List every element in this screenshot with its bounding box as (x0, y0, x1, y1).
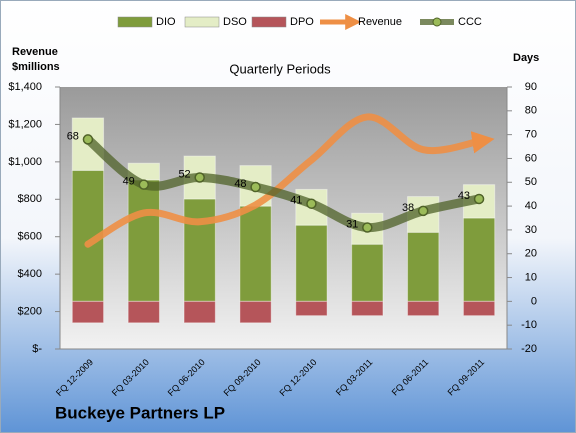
ccc-marker (194, 172, 205, 183)
ccc-marker (417, 205, 429, 217)
bar (239, 300, 272, 324)
y2-tick-label: 90 (525, 81, 537, 93)
y-tick-label: $600 (18, 231, 42, 243)
caption: Buckeye Partners LP (55, 403, 225, 422)
y2-tick-label: 40 (525, 200, 537, 212)
ccc-marker (138, 179, 150, 190)
bar (127, 179, 160, 302)
bar (462, 300, 496, 317)
bar (351, 243, 384, 302)
bar (462, 217, 496, 302)
ccc-marker (473, 193, 485, 205)
chart-title: Quarterly Periods (229, 61, 331, 76)
legend-label: CCC (458, 16, 482, 28)
y-tick-label: $1,200 (8, 118, 42, 130)
data-label: 38 (402, 202, 414, 214)
legend-swatch (251, 16, 287, 28)
revenue-line (84, 113, 495, 248)
bar (407, 300, 440, 317)
bar (407, 231, 440, 302)
y-tick-label: $400 (18, 268, 42, 280)
y2-tick-label: 0 (531, 295, 537, 307)
data-label: 52 (178, 168, 190, 180)
y2-tick-label: 80 (525, 105, 537, 117)
legend-label: Revenue (358, 16, 402, 28)
y-tick-label: $800 (18, 193, 42, 205)
data-label: 68 (67, 130, 79, 142)
legend-swatch (117, 16, 153, 28)
y2-tick-label: 20 (525, 248, 537, 260)
legend-label: DSO (223, 16, 247, 28)
y2-tick-label: 10 (525, 271, 537, 283)
y2-axis-title: Days (513, 52, 539, 64)
bar (71, 300, 105, 324)
ccc-marker (306, 198, 317, 209)
data-label: 43 (458, 190, 470, 202)
ccc-marker (250, 181, 261, 193)
bar (183, 300, 216, 324)
y-tick-label: $- (32, 343, 42, 355)
y-axis-title: $millions (12, 61, 60, 73)
legend-swatch (184, 16, 220, 28)
data-label: 41 (290, 195, 302, 207)
bar (351, 300, 384, 317)
bar (239, 205, 272, 302)
y2-tick-label: 30 (525, 224, 537, 236)
bar (183, 198, 216, 302)
data-label: 48 (234, 178, 246, 190)
data-label: 49 (123, 176, 135, 188)
ccc-marker (362, 222, 373, 233)
bar (295, 300, 328, 317)
data-label: 31 (346, 218, 358, 230)
y2-tick-label: -20 (521, 343, 537, 355)
y2-tick-label: 70 (525, 129, 537, 141)
ccc-marker (82, 134, 94, 145)
y-tick-label: $1,400 (8, 81, 42, 93)
legend-swatch (432, 17, 442, 27)
y-axis-title: Revenue (12, 46, 58, 58)
bar (295, 224, 328, 302)
y-tick-label: $200 (18, 305, 42, 317)
y2-tick-label: 60 (525, 152, 537, 164)
legend-label: DIO (156, 16, 176, 28)
y-tick-label: $1,000 (8, 156, 42, 168)
bar (127, 300, 160, 324)
y2-tick-label: -10 (521, 319, 537, 331)
y2-tick-label: 50 (525, 176, 537, 188)
legend-label: DPO (290, 16, 314, 28)
